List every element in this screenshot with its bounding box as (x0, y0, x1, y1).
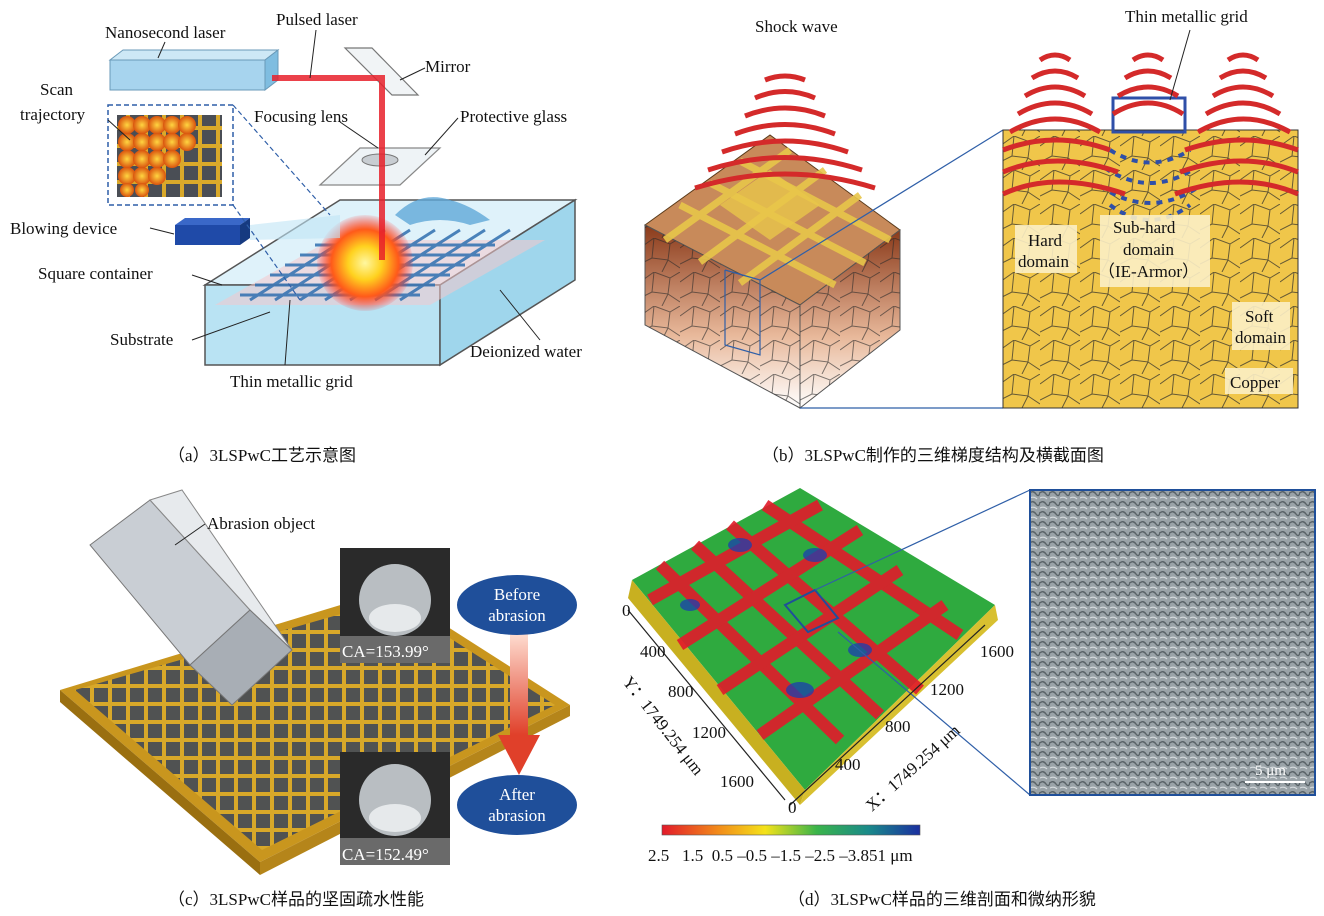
colorbar-labels: 2.5 1.5 0.5 –0.5 –1.5 –2.5 –3.851 μm (648, 846, 913, 865)
before-abrasion-badge (457, 575, 577, 635)
colorbar (661, 824, 921, 836)
caption-a: （a）3LSPwC工艺示意图 (168, 446, 356, 465)
down-arrow (498, 630, 540, 775)
panel-d-leaders (814, 489, 1031, 796)
scan-trajectory-inset (107, 104, 331, 301)
x-tick-1600: 1600 (980, 642, 1014, 661)
label-soft-1: Soft (1245, 307, 1274, 326)
y-tick-1200: 1200 (692, 723, 726, 742)
caption-c: （c）3LSPwC样品的坚固疏水性能 (168, 890, 424, 909)
sem-image (1029, 489, 1316, 796)
label-sub-hard-1: Sub-hard (1113, 218, 1176, 237)
panel-c: Abrasion object CA=153.99° CA=152.49° Be… (58, 488, 588, 909)
label-shock-wave: Shock wave (755, 17, 838, 36)
x-tick-800: 800 (885, 717, 911, 736)
droplet-before (340, 548, 450, 663)
label-square-container: Square container (38, 264, 153, 283)
after-abrasion-badge (457, 775, 577, 835)
panel-b-leaders (724, 129, 1004, 409)
label-scan: Scan (40, 80, 74, 99)
label-blowing-device: Blowing device (10, 219, 117, 238)
panel-d: 5 μm 0 400 800 1200 1600 0 400 800 1200 … (619, 488, 1316, 909)
y-tick-400: 400 (640, 642, 666, 661)
abrasion-object (89, 489, 293, 706)
label-deionized-water: Deionized water (470, 342, 582, 361)
water-splash (395, 197, 490, 225)
label-after-2: abrasion (488, 806, 546, 825)
droplet-after (340, 752, 450, 865)
x-tick-400: 400 (835, 755, 861, 774)
panel-a-leaders (107, 29, 541, 366)
label-trajectory: trajectory (20, 105, 86, 124)
plasma-burst (317, 215, 413, 311)
blowing-device (175, 215, 340, 245)
caption-b: （b）3LSPwC制作的三维梯度结构及横截面图 (762, 446, 1104, 465)
label-hard-1: Hard (1028, 231, 1062, 250)
label-after-1: After (499, 785, 535, 804)
panel-a: Nanosecond laser Pulsed laser Mirror Sca… (10, 10, 582, 465)
label-ca-before: CA=153.99° (342, 642, 429, 661)
label-thin-metallic-grid-a: Thin metallic grid (230, 372, 353, 391)
gradient-block-3d (644, 134, 901, 410)
shock-wave-arcs (694, 73, 876, 191)
label-soft-2: domain (1235, 328, 1286, 347)
label-abrasion-object: Abrasion object (207, 514, 315, 533)
label-sub-hard-2: domain (1123, 240, 1174, 259)
label-before-1: Before (494, 585, 540, 604)
y-tick-0: 0 (622, 601, 631, 620)
height-map-3d (628, 488, 998, 805)
nanosecond-laser (108, 48, 280, 92)
cross-section (1001, 52, 1299, 409)
label-nanosecond-laser: Nanosecond laser (105, 23, 226, 42)
x-tick-1200: 1200 (930, 680, 964, 699)
label-before-2: abrasion (488, 606, 546, 625)
label-sub-hard-3: （IE-Armor） (1098, 262, 1199, 281)
x-axis-label: X：1749.254 μm (862, 721, 964, 815)
y-tick-800: 800 (668, 682, 694, 701)
panel-d-axes (627, 609, 986, 806)
label-ca-after: CA=152.49° (342, 845, 429, 864)
label-pulsed-laser: Pulsed laser (276, 10, 358, 29)
label-mirror: Mirror (425, 57, 471, 76)
label-substrate: Substrate (110, 330, 173, 349)
label-copper: Copper (1230, 373, 1280, 392)
label-protective-glass: Protective glass (460, 107, 567, 126)
label-thin-metallic-grid-b: Thin metallic grid (1125, 7, 1248, 26)
x-tick-0: 0 (788, 798, 797, 817)
label-hard-2: domain (1018, 252, 1069, 271)
label-focusing-lens: Focusing lens (254, 107, 348, 126)
scale-bar-label: 5 μm (1255, 763, 1286, 779)
laser-beam (272, 75, 385, 260)
caption-d: （d）3LSPwC样品的三维剖面和微纳形貌 (788, 890, 1096, 909)
grid-highlight-box (1111, 96, 1187, 134)
panel-b: Shock wave Thin metallic grid Hard domai… (644, 7, 1299, 465)
y-tick-1600: 1600 (720, 772, 754, 791)
